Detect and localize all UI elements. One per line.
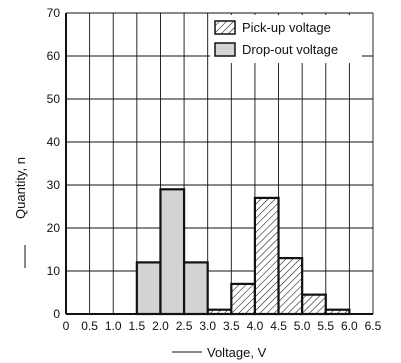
y-tick-label: 0 — [53, 307, 60, 321]
x-tick-label: 3.5 — [223, 319, 240, 333]
x-tick-label: 4.5 — [270, 319, 287, 333]
x-tick-label: 6.0 — [341, 319, 358, 333]
x-tick-label: 6.5 — [365, 319, 382, 333]
x-tick-label: 5.5 — [317, 319, 334, 333]
pickup-bar — [301, 293, 327, 316]
legend: Pick-up voltage Drop-out voltage — [210, 15, 362, 63]
x-tick-label: 1.0 — [105, 319, 122, 333]
y-tick-label: 40 — [47, 135, 61, 149]
tick-labels: 0 0.5 1.0 1.5 2.0 2.5 3.0 3.5 4.0 4.5 5.0 5.5 6.0 6.5… — [47, 6, 382, 333]
x-axis-label: Voltage, V — [207, 345, 267, 360]
bars-layer — [135, 188, 351, 316]
y-tick-label: 50 — [47, 92, 61, 106]
legend-swatch-dropout — [214, 42, 236, 57]
axes-layer — [65, 13, 373, 315]
x-tick-label: 0 — [63, 319, 70, 333]
y-tick-label: 60 — [47, 49, 61, 63]
legend-swatch-pickup — [214, 20, 236, 35]
pickup-bar — [230, 282, 257, 316]
legend-label-dropout: Drop-out voltage — [242, 42, 338, 57]
y-axis-label: Quantity, n — [13, 157, 28, 219]
x-tick-label: 4.0 — [247, 319, 264, 333]
x-tick-label: 0.5 — [81, 319, 98, 333]
x-tick-label: 2.5 — [176, 319, 193, 333]
y-tick-label: 10 — [47, 264, 61, 278]
grid-lines — [65, 12, 374, 315]
pickup-bar — [277, 257, 304, 316]
x-tick-label: 5.0 — [294, 319, 311, 333]
x-tick-label: 3.0 — [199, 319, 216, 333]
legend-label-pickup: Pick-up voltage — [242, 20, 331, 35]
pickup-bar — [253, 196, 280, 316]
x-tick-label: 1.5 — [129, 319, 146, 333]
y-tick-label: 70 — [47, 6, 61, 20]
dropout-bar — [135, 261, 162, 316]
dropout-bar — [182, 261, 209, 316]
x-tick-label: 2.0 — [152, 319, 169, 333]
y-tick-label: 30 — [47, 178, 61, 192]
y-tick-label: 20 — [47, 221, 61, 235]
dropout-bar — [159, 188, 186, 316]
